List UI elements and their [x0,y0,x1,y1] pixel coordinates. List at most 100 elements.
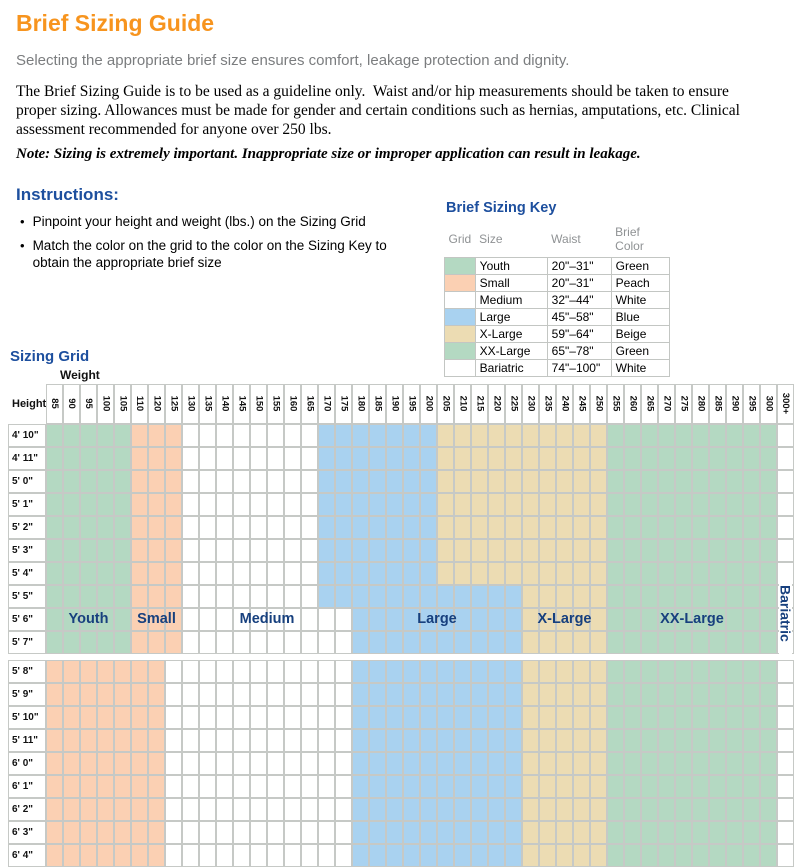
grid-cell [199,630,216,654]
grid-cell [675,607,692,631]
grid-cell [505,797,522,821]
grid-cell [233,728,250,752]
grid-cell [80,584,97,608]
grid-cell [63,607,80,631]
grid-cell [675,561,692,585]
grid-cell [692,423,709,447]
key-brief-color: White [610,359,670,377]
grid-cell [267,659,284,683]
grid-cell [46,584,63,608]
grid-cell [369,446,386,470]
grid-cell [301,630,318,654]
grid-cell [403,705,420,729]
grid-cell [233,446,250,470]
grid-cell [420,561,437,585]
grid-cell [216,820,233,844]
grid-cell [743,584,760,608]
grid-cell [182,469,199,493]
grid-cell [63,492,80,516]
grid-cell [692,492,709,516]
grid-cell [709,797,726,821]
grid-cell [539,820,556,844]
grid-cell [437,446,454,470]
grid-cell [403,728,420,752]
grid-cell [522,774,539,798]
grid-cell [165,705,182,729]
grid-cell [386,561,403,585]
grid-cell [471,446,488,470]
grid-cell [743,820,760,844]
grid-cell [556,607,573,631]
weight-header-cell: 205 [437,383,454,424]
grid-cell [216,751,233,775]
weight-header-cell: 220 [488,383,505,424]
weight-header-cell: 275 [675,383,692,424]
grid-cell [386,774,403,798]
grid-cell [199,446,216,470]
weight-header-cell: 105 [114,383,131,424]
grid-cell [318,705,335,729]
sizing-key-table: Grid Size Waist Brief Color Youth 20"–31"… [444,223,670,377]
grid-cell [318,469,335,493]
grid-cell [46,538,63,562]
grid-cell [590,492,607,516]
grid-cell [369,682,386,706]
grid-cell [369,469,386,493]
grid-cell [488,561,505,585]
grid-cell [403,820,420,844]
grid-cell [777,515,794,539]
grid-cell [777,797,794,821]
grid-cell [641,843,658,867]
sizing-key-row: Medium 32"–44" White [444,291,670,309]
grid-row: 4' 11" [8,446,795,470]
grid-cell [505,561,522,585]
grid-cell [216,561,233,585]
grid-cell [573,607,590,631]
grid-cell [352,538,369,562]
grid-cell [148,728,165,752]
grid-cell [131,515,148,539]
grid-cell [420,659,437,683]
grid-cell [760,492,777,516]
grid-cell [437,584,454,608]
grid-cell [777,446,794,470]
grid-cell [267,561,284,585]
grid-cell [335,492,352,516]
grid-cell [199,705,216,729]
grid-cell [454,630,471,654]
grid-cell [454,515,471,539]
grid-cell [726,561,743,585]
grid-cell [284,728,301,752]
grid-cell [522,584,539,608]
grid-cell [335,630,352,654]
grid-cell [199,607,216,631]
grid-cell [403,446,420,470]
grid-cell [641,423,658,447]
grid-cell [726,728,743,752]
grid-cell [386,751,403,775]
grid-cell [471,515,488,539]
grid-cell [488,446,505,470]
grid-cell [80,607,97,631]
grid-cell [403,423,420,447]
grid-cell [63,515,80,539]
weight-header-cell: 195 [403,383,420,424]
grid-cell [539,659,556,683]
grid-cell [641,607,658,631]
grid-cell [539,607,556,631]
grid-cell [505,843,522,867]
grid-cell [505,515,522,539]
grid-cell [301,797,318,821]
grid-cell [777,469,794,493]
document-page: Brief Sizing Guide Selecting the appropr… [0,10,795,867]
grid-cell [437,728,454,752]
grid-cell [46,774,63,798]
grid-cell [607,584,624,608]
grid-cell [46,751,63,775]
grid-cell [352,423,369,447]
grid-cell [590,728,607,752]
grid-cell [284,843,301,867]
grid-cell [607,607,624,631]
grid-cell [726,538,743,562]
grid-cell [590,705,607,729]
